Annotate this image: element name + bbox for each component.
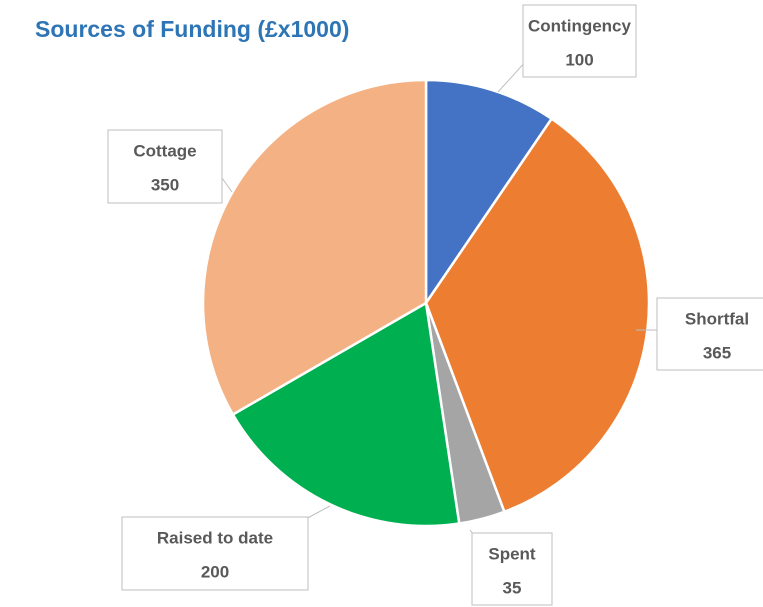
- label-name: Spent: [488, 544, 536, 563]
- label-name: Cottage: [133, 141, 196, 160]
- label-box: [121, 516, 309, 591]
- pie-slice: [424, 78, 554, 308]
- data-labels: Contingency 100 Shortfal 365 Spent 35 Raised t…: [107, 4, 763, 606]
- pie: [201, 78, 651, 528]
- leader: [221, 170, 233, 193]
- label-name: Raised to date: [157, 528, 273, 547]
- label-box: [656, 297, 763, 371]
- label-value: 200: [201, 562, 229, 581]
- label-value: 350: [151, 175, 179, 194]
- label-value: 365: [703, 343, 731, 362]
- label-name: Contingency: [528, 16, 631, 35]
- label-value: 100: [565, 50, 593, 69]
- pie-slice: [201, 78, 428, 417]
- chart-title: Sources of Funding (£x1000): [35, 16, 349, 42]
- label-name: Shortfal: [685, 309, 749, 328]
- label-box: [522, 4, 637, 78]
- pie-slice: [231, 301, 461, 528]
- label-value: 35: [503, 578, 522, 597]
- label-box: [471, 532, 553, 606]
- label-box: [107, 129, 223, 204]
